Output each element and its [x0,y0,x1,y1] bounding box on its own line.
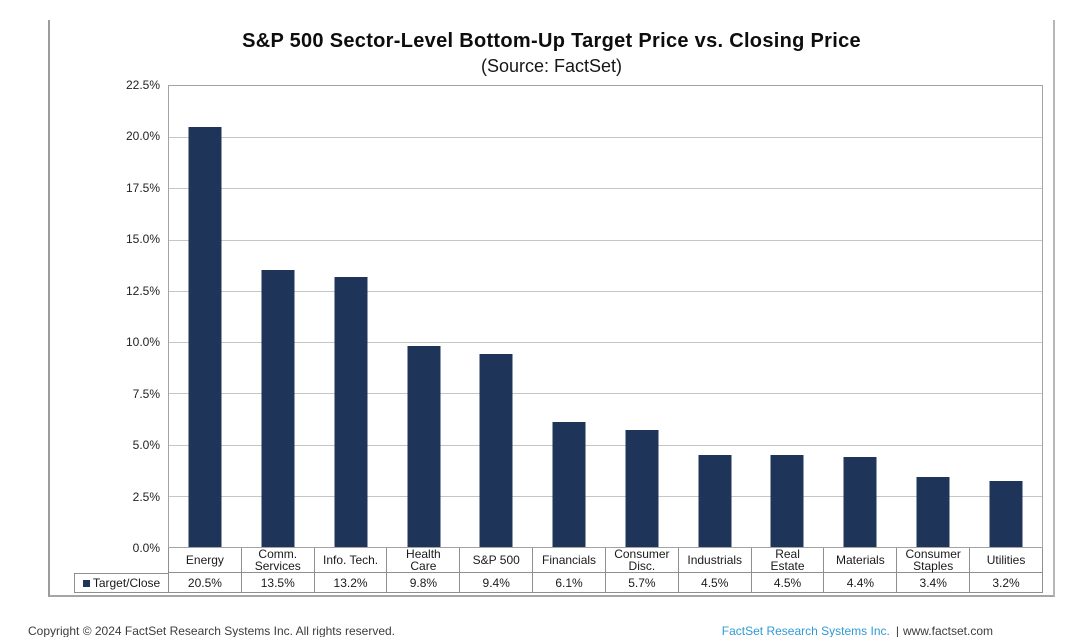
value-cell: 13.2% [315,573,388,592]
value-cell: 5.7% [606,573,679,592]
bar-slot [169,86,242,547]
bar-slot [315,86,388,547]
y-tick-label: 15.0% [125,232,160,247]
category-header-cell: Materials [824,548,898,572]
legend-marker-icon [82,579,90,587]
category-header-cell: Consumer Disc. [606,548,679,572]
report-page: S&P 500 Sector-Level Bottom-Up Target Pr… [48,20,1055,597]
bar-slot [824,86,897,547]
bar [552,422,586,547]
chart-title: S&P 500 Sector-Level Bottom-Up Target Pr… [242,30,861,52]
value-cell: 4.4% [824,573,898,592]
bar-slot [897,86,970,547]
value-row: 20.5% 13.5% 13.2% 9.8% 9.4% 6.1% 5.7% 4.5% 4.5% 4… [168,573,1043,593]
website-text: www.factset.com [902,624,993,637]
y-tick-label: 17.5% [125,180,160,195]
bar [625,430,659,547]
y-tick-label: 7.5% [132,386,160,401]
bar-slot [969,86,1042,547]
gridline [169,239,1042,241]
y-tick-label: 20.0% [125,129,160,144]
footer-separator: | [895,624,899,637]
bar-slot [242,86,315,547]
bar [188,126,222,547]
gridline [169,393,1042,395]
gridline [169,137,1042,139]
bar [916,477,950,547]
y-tick-label: 22.5% [125,78,160,92]
category-header-cell: Energy [168,548,242,572]
bar [334,276,368,547]
copyright-text: Copyright © 2024 FactSet Research System… [28,624,395,637]
bar-slot [606,86,679,547]
category-header-cell: Financials [533,548,606,572]
bar-slot [678,86,751,547]
value-cell: 9.8% [387,573,461,592]
value-cell: 13.5% [242,573,315,592]
bar-slot [387,86,460,547]
value-cell: 3.4% [897,573,971,592]
y-tick-label: 12.5% [125,283,160,298]
gridline [169,444,1042,446]
category-header-cell: Health Care [387,548,461,572]
bar-slot [460,86,533,547]
value-cell: 4.5% [752,573,825,592]
bar [479,354,513,547]
category-header-row: Energy Comm. Services Info. Tech. Health Ca… [168,548,1043,573]
footer-right: FactSet Research Systems Inc. | www.factse… [722,624,993,637]
y-tick-label: 0.0% [132,541,160,555]
bar [261,270,295,547]
y-tick-label: 2.5% [132,489,160,504]
bar [770,454,804,547]
category-header-cell: Info. Tech. [315,548,388,572]
value-cell: 20.5% [168,573,242,592]
gridline [169,342,1042,344]
category-header-cell: Real Estate [752,548,825,572]
bar [698,454,732,547]
category-header-cell: Industrials [679,548,752,572]
gridline [169,495,1042,497]
bar [989,481,1023,547]
plot-area [168,85,1043,548]
legend-cell: Target/Close [74,573,168,593]
bar-series [169,86,1042,547]
category-header-cell: Consumer Staples [897,548,971,572]
bar-slot [533,86,606,547]
y-tick-label: 10.0% [125,335,160,350]
category-header-cell: Comm. Services [242,548,315,572]
y-axis: 22.5% 20.0% 17.5% 15.0% 12.5% 10.0% 7.5% 5.0% 2.… [50,78,160,555]
factset-link[interactable]: FactSet Research Systems Inc. [721,624,890,637]
y-tick-label: 5.0% [132,438,160,453]
value-cell: 9.4% [460,573,534,592]
value-cell: 4.5% [679,573,752,592]
bar [407,346,441,547]
chart-subtitle: (Source: FactSet) [480,56,623,76]
gridline [169,290,1042,292]
category-header-cell: S&P 500 [460,548,534,572]
category-header-cell: Utilities [970,548,1043,572]
value-cell: 6.1% [533,573,606,592]
legend-label: Target/Close [92,576,161,590]
gridline [169,188,1042,190]
bar [843,456,877,547]
value-cell: 3.2% [970,573,1043,592]
bar-slot [751,86,824,547]
